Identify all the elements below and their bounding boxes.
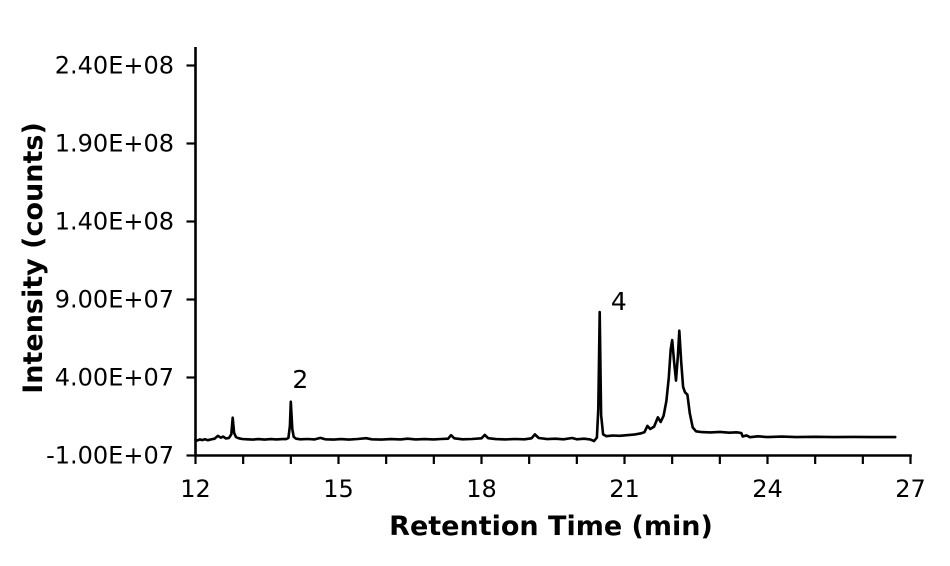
x-tick-label: 21	[609, 475, 640, 503]
peak-label: 2	[292, 365, 308, 394]
peak-annotations: 24	[292, 287, 626, 394]
y-tick-label: 9.00E+07	[55, 286, 174, 314]
y-axis-title: Intensity (counts)	[18, 122, 49, 394]
axis-lines	[194, 47, 912, 457]
x-axis-ticks	[194, 455, 912, 464]
y-tick-label: 1.40E+08	[55, 208, 174, 236]
peak-label: 4	[611, 287, 627, 316]
x-axis-tick-labels: 12 15 18 21 24 27	[180, 475, 926, 503]
x-tick-label: 24	[752, 475, 783, 503]
y-tick-label: 1.90E+08	[55, 130, 174, 158]
y-tick-label: 2.40E+08	[55, 52, 174, 80]
x-tick-label: 18	[466, 475, 497, 503]
x-tick-label: 12	[180, 475, 211, 503]
y-tick-label: 4.00E+07	[55, 364, 174, 392]
y-axis-ticks	[186, 64, 196, 457]
y-tick-label: -1.00E+07	[46, 442, 174, 470]
y-axis-tick-labels: 2.40E+08 1.90E+08 1.40E+08 9.00E+07 4.00E+07…	[46, 52, 174, 470]
chromatogram-trace	[194, 310, 897, 443]
x-axis-title: Retention Time (min)	[389, 511, 713, 542]
x-tick-label: 15	[323, 475, 354, 503]
x-tick-label: 27	[895, 475, 926, 503]
